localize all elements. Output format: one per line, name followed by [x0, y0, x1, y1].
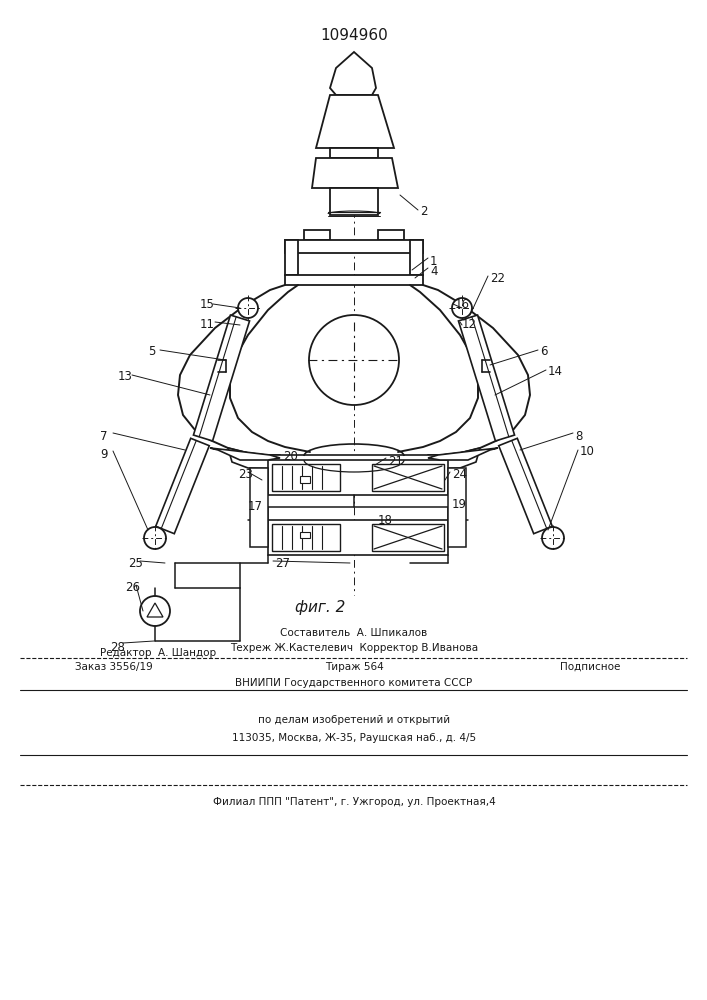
Text: 22: 22 [490, 272, 505, 285]
Text: 23: 23 [238, 468, 253, 481]
Circle shape [542, 527, 564, 549]
Bar [300, 532, 310, 538]
Text: 24: 24 [452, 468, 467, 481]
Polygon shape [304, 230, 330, 240]
Text: 15: 15 [200, 298, 215, 311]
Text: по делам изобретений и открытий: по делам изобретений и открытий [258, 715, 450, 725]
Circle shape [309, 315, 399, 405]
Text: 9: 9 [100, 448, 107, 461]
Text: Техреж Ж.Кастелевич  Корректор В.Иванова: Техреж Ж.Кастелевич Корректор В.Иванова [230, 643, 478, 653]
Text: 113035, Москва, Ж-35, Раушская наб., д. 4/5: 113035, Москва, Ж-35, Раушская наб., д. … [232, 733, 476, 743]
Text: 4: 4 [430, 265, 438, 278]
Polygon shape [312, 158, 398, 188]
Text: Заказ 3556/19: Заказ 3556/19 [75, 662, 153, 672]
Polygon shape [378, 230, 404, 240]
Text: 11: 11 [200, 318, 215, 331]
Bar [268, 520, 448, 555]
Polygon shape [330, 148, 378, 158]
Bar [250, 468, 268, 547]
Text: Тираж 564: Тираж 564 [325, 662, 383, 672]
Bar [268, 460, 448, 495]
Polygon shape [228, 448, 480, 470]
Bar [272, 524, 340, 551]
Polygon shape [428, 448, 498, 460]
Text: 6: 6 [540, 345, 547, 358]
Text: 10: 10 [580, 445, 595, 458]
Text: 19: 19 [452, 498, 467, 511]
Text: 1: 1 [430, 255, 438, 268]
Text: 26: 26 [125, 581, 140, 594]
Text: 17: 17 [248, 500, 263, 513]
Text: ВНИИПИ Государственного комитета СССР: ВНИИПИ Государственного комитета СССР [235, 678, 472, 688]
Text: Редактор  А. Шандор: Редактор А. Шандор [100, 648, 216, 658]
Text: 13: 13 [118, 370, 133, 383]
Polygon shape [285, 275, 423, 285]
Polygon shape [156, 438, 209, 534]
Polygon shape [194, 315, 250, 441]
Text: 25: 25 [128, 557, 143, 570]
Text: 2: 2 [420, 205, 428, 218]
Bar [372, 464, 444, 491]
Polygon shape [147, 603, 163, 617]
Polygon shape [498, 438, 552, 534]
Text: 7: 7 [100, 430, 107, 443]
Text: 8: 8 [575, 430, 583, 443]
Text: фиг. 2: фиг. 2 [295, 600, 346, 615]
Circle shape [238, 298, 258, 318]
Text: 16: 16 [455, 298, 470, 311]
Text: 20: 20 [283, 450, 298, 463]
Circle shape [140, 596, 170, 626]
Polygon shape [316, 95, 394, 148]
Bar [448, 468, 466, 547]
Polygon shape [330, 52, 376, 95]
Text: Составитель  А. Шпикалов: Составитель А. Шпикалов [281, 628, 428, 638]
Text: 21: 21 [388, 455, 403, 468]
Bar [300, 476, 310, 483]
Circle shape [144, 527, 166, 549]
Circle shape [452, 298, 472, 318]
Polygon shape [410, 240, 423, 275]
Text: 18: 18 [378, 514, 393, 527]
Polygon shape [210, 448, 280, 460]
Polygon shape [458, 315, 515, 441]
Text: 12: 12 [462, 318, 477, 331]
Polygon shape [285, 240, 298, 275]
Text: 28: 28 [110, 641, 125, 654]
Text: 5: 5 [148, 345, 156, 358]
Text: Филиал ППП "Патент", г. Ужгород, ул. Проектная,4: Филиал ППП "Патент", г. Ужгород, ул. Про… [213, 797, 496, 807]
Bar [372, 524, 444, 551]
Text: 14: 14 [548, 365, 563, 378]
Text: Подписное: Подписное [560, 662, 620, 672]
Polygon shape [285, 240, 423, 253]
Text: 27: 27 [275, 557, 290, 570]
Polygon shape [330, 188, 378, 215]
Bar [272, 464, 340, 491]
Text: 1094960: 1094960 [320, 28, 388, 43]
